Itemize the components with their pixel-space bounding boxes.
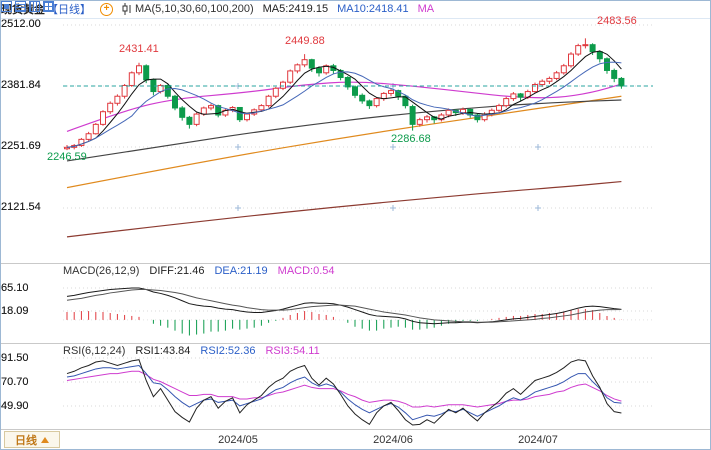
rsi-settings-label[interactable]: RSI(6,12,24) bbox=[63, 345, 126, 357]
rsi-axis-label-left: 49.90 bbox=[1, 400, 29, 412]
macd-axis-label-right: 18.09 bbox=[1, 305, 29, 317]
indicator-panel-icon[interactable] bbox=[15, 1, 26, 12]
macd-settings-label[interactable]: MACD(26,12,9) bbox=[63, 265, 140, 277]
rsi-axis-label-right: 70.70 bbox=[1, 376, 29, 388]
rsi-axis-label-left: 91.50 bbox=[1, 352, 29, 364]
x-axis-date-label: 2024/05 bbox=[218, 434, 258, 446]
rsi-axis-label-right: 91.50 bbox=[1, 352, 29, 364]
price-axis-label-left: 2512.00 bbox=[1, 18, 41, 30]
add-indicator-icon[interactable]: + bbox=[100, 2, 113, 16]
swing-high-label: 2431.41 bbox=[119, 43, 159, 55]
macd-axis-label-right: 65.10 bbox=[1, 282, 29, 294]
rsi-header: RSI(6,12,24) RSI1:43.84 RSI2:52.36 RSI3:… bbox=[63, 345, 320, 357]
macd-diff-value: DIFF:21.46 bbox=[149, 265, 205, 277]
macd-hist-value: MACD:0.54 bbox=[277, 265, 335, 277]
zoom-tool-icon[interactable] bbox=[1, 1, 12, 12]
rsi2-value: RSI2:52.36 bbox=[200, 345, 256, 357]
swing-high-label: 2449.88 bbox=[285, 35, 325, 47]
grid-view-icon[interactable] bbox=[43, 1, 54, 12]
price-axis-label-left: 2251.69 bbox=[1, 140, 41, 152]
price-axis-label-left: 2381.84 bbox=[1, 79, 41, 91]
x-axis-date-label: 2024/07 bbox=[518, 434, 558, 446]
ma30-value-truncated: MA bbox=[417, 3, 435, 15]
price-axis-label-right: 2512.00 bbox=[1, 18, 41, 30]
rsi1-value: RSI1:43.84 bbox=[135, 345, 191, 357]
price-axis-label-left: 2121.54 bbox=[1, 201, 41, 213]
swing-high-label: 2483.56 bbox=[597, 15, 637, 27]
macd-axis-label-left: 65.10 bbox=[1, 282, 29, 294]
macd-dea-value: DEA:21.19 bbox=[214, 265, 268, 277]
timeframe-tab-label: 日线 bbox=[15, 434, 37, 447]
macd-header: MACD(26,12,9) DIFF:21.46 DEA:21.19 MACD:… bbox=[63, 265, 335, 277]
chevron-up-icon bbox=[41, 436, 49, 443]
ma10-value: MA10:2418.41 bbox=[337, 3, 409, 15]
price-axis-label-right: 2121.54 bbox=[1, 201, 41, 213]
ma-settings-label[interactable]: MA(5,10,30,60,100,200) bbox=[135, 3, 254, 15]
price-axis-label-right: 2381.84 bbox=[1, 79, 41, 91]
timeframe-tab[interactable]: 日线 bbox=[4, 431, 60, 448]
candlestick-icon bbox=[122, 3, 132, 15]
macd-axis-label-left: 18.09 bbox=[1, 305, 29, 317]
swing-low-label: 2246.59 bbox=[47, 151, 87, 163]
price-axis-label-right: 2251.69 bbox=[1, 140, 41, 152]
rsi-axis-label-left: 70.70 bbox=[1, 376, 29, 388]
chart-header: 现货黄金 【日线】 + MA(5,10,30,60,100,200) MA5:2… bbox=[1, 1, 434, 17]
ma5-value: MA5:2419.15 bbox=[262, 3, 329, 15]
rsi3-value: RSI3:54.11 bbox=[265, 345, 320, 357]
swing-low-label: 2286.68 bbox=[391, 133, 431, 145]
chart-toolbar bbox=[1, 1, 54, 12]
x-axis-date-label: 2024/06 bbox=[373, 434, 413, 446]
rsi-axis-label-right: 49.90 bbox=[1, 400, 29, 412]
period-tag[interactable]: 【日线】 bbox=[47, 4, 91, 16]
column-view-icon[interactable] bbox=[29, 1, 40, 12]
